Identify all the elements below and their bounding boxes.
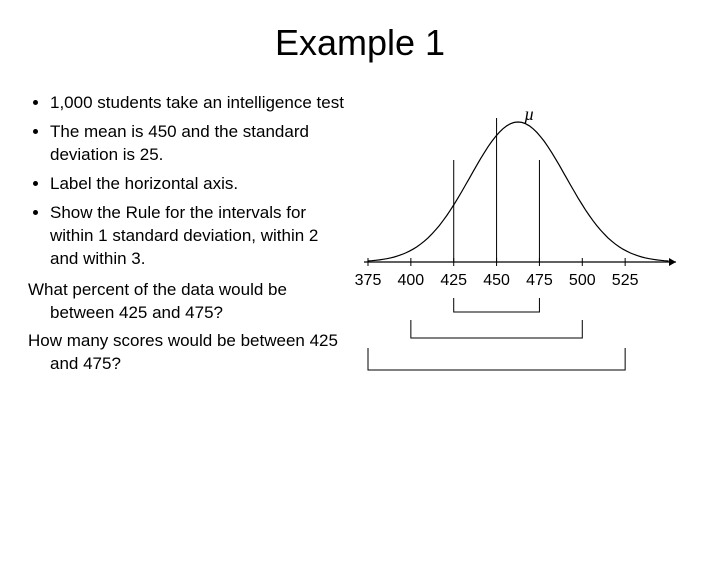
x-tick-label: 375 (355, 272, 382, 290)
bullet-item: Label the horizontal axis. (50, 173, 348, 196)
bullet-item: The mean is 450 and the standard deviati… (50, 121, 348, 167)
x-tick-label: 500 (569, 272, 596, 290)
content-row: 1,000 students take an intelligence test… (0, 92, 720, 382)
x-tick-label: 475 (526, 272, 553, 290)
bell-curve-chart (348, 92, 688, 382)
page-title: Example 1 (0, 22, 720, 64)
x-tick-label: 425 (440, 272, 467, 290)
question-text: What percent of the data would be betwee… (28, 279, 348, 325)
x-tick-label: 400 (397, 272, 424, 290)
x-tick-label: 450 (483, 272, 510, 290)
bullet-list: 1,000 students take an intelligence test… (28, 92, 348, 271)
mu-label: µ (524, 104, 534, 125)
x-tick-label: 525 (612, 272, 639, 290)
bullet-item: Show the Rule for the intervals for with… (50, 202, 348, 271)
question-text: How many scores would be between 425 and… (28, 330, 348, 376)
question-block: What percent of the data would be betwee… (28, 279, 348, 377)
chart-panel: µ 375 400 425 450 475 500 525 (348, 92, 692, 382)
text-column: 1,000 students take an intelligence test… (28, 92, 348, 382)
bullet-item: 1,000 students take an intelligence test (50, 92, 348, 115)
